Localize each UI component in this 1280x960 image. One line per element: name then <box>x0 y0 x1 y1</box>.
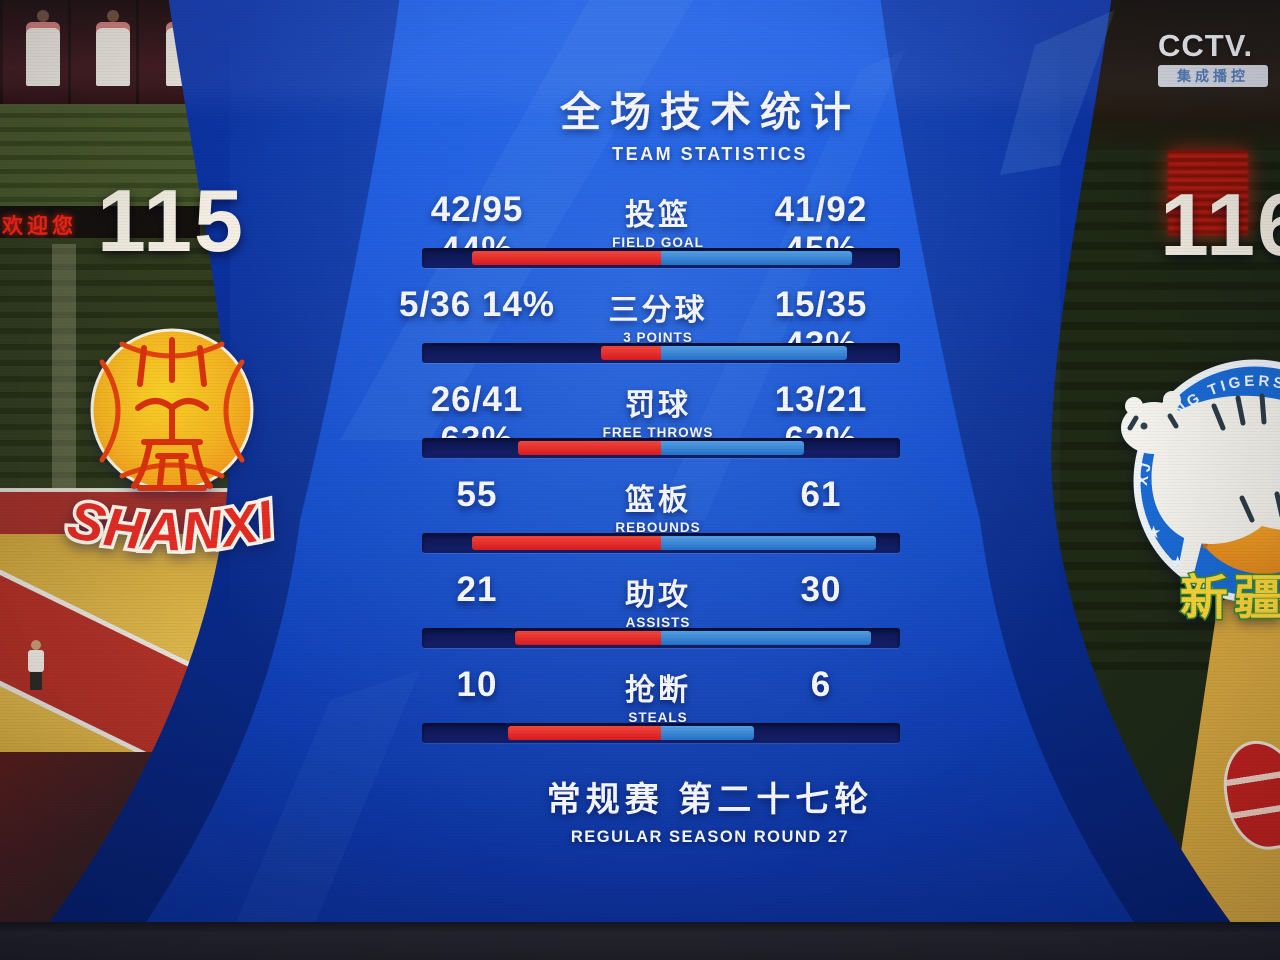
player-figure <box>26 640 46 690</box>
stat-label: 抢断 STEALS <box>558 665 758 725</box>
away-stat-bar <box>661 441 805 455</box>
stat-label-zh: 篮板 <box>625 484 691 517</box>
stat-label: 投篮 FIELD GOAL <box>558 190 758 250</box>
stat-bar-track <box>422 248 900 268</box>
stat-label-en: ASSISTS <box>625 615 691 630</box>
stat-row: 26/41 63% 罚球 FREE THROWS 13/21 62% <box>400 380 912 475</box>
channel-logo: CCTV. 集成播控 <box>1158 28 1280 87</box>
home-stat-bar <box>472 536 661 550</box>
cctv-subtext-box: 集成播控 <box>1158 65 1268 87</box>
light-streak <box>1000 10 1115 175</box>
stat-bar-track <box>422 438 900 458</box>
svg-text:★: ★ <box>1200 573 1215 592</box>
stat-label-en: 3 POINTS <box>623 330 693 345</box>
stat-row: 5/36 14% 三分球 3 POINTS 15/35 43% <box>399 285 912 380</box>
away-stat-bar <box>661 726 755 740</box>
stat-row: 21 助攻 ASSISTS 30 <box>400 570 912 665</box>
light-streak <box>220 670 420 960</box>
stat-label-zh: 投篮 <box>625 199 691 232</box>
away-stat-value: 6 <box>810 665 832 704</box>
home-stat-bar <box>472 251 661 265</box>
stat-row: 55 篮板 REBOUNDS 61 <box>400 475 912 570</box>
away-score: 116 <box>1160 175 1280 274</box>
stat-bar-track <box>422 343 900 363</box>
stat-label-zh: 罚球 <box>625 389 691 422</box>
away-stat-bar <box>661 631 872 645</box>
home-stat-value: 21 <box>456 570 498 609</box>
svg-text:★: ★ <box>1146 523 1161 542</box>
stat-label-zh: 助攻 <box>625 579 691 612</box>
white-tiger <box>1121 391 1280 577</box>
home-stat-value: 55 <box>456 475 498 514</box>
home-stat-value: 5/36 14% <box>399 285 555 324</box>
stat-row: 42/95 44% 投篮 FIELD GOAL 41/92 45% <box>400 190 912 285</box>
stat-label-en: FREE THROWS <box>602 425 714 440</box>
stats-title-en: TEAM STATISTICS <box>612 144 808 164</box>
arena-led-right <box>1168 150 1248 235</box>
arena-aisle <box>52 244 76 494</box>
away-stat-bar <box>661 251 853 265</box>
light-streak <box>340 0 694 440</box>
home-stat-bar <box>515 631 661 645</box>
stat-label: 罚球 FREE THROWS <box>558 380 758 440</box>
stat-row: 10 抢断 STEALS 6 <box>400 665 912 760</box>
light-streak <box>655 50 905 520</box>
logo-stars: ★ ★ ★ <box>1146 523 1215 592</box>
home-score: 115 <box>97 171 245 270</box>
stat-label: 篮板 REBOUNDS <box>558 475 758 535</box>
stats-title-zh: 全场技术统计 <box>560 89 860 135</box>
stat-label-en: REBOUNDS <box>615 520 701 535</box>
stat-label-zh: 抢断 <box>625 674 691 707</box>
arena-led-board: 欢迎您 <box>0 206 200 238</box>
shanxi-wordmark: SHANXI <box>63 489 282 562</box>
cctv-wordmark: CCTV. <box>1158 28 1254 63</box>
away-stat-bar <box>661 536 877 550</box>
shanxi-face-mark <box>131 337 213 491</box>
shanxi-team-logo: SHANXI <box>59 328 283 566</box>
stat-label-en: FIELD GOAL <box>612 235 704 250</box>
svg-text:★: ★ <box>1170 553 1185 572</box>
away-stat-value: 61 <box>800 475 842 514</box>
stat-label: 三分球 3 POINTS <box>558 285 758 345</box>
round-info-en: REGULAR SEASON ROUND 27 <box>570 828 850 846</box>
stat-bar-track <box>422 723 900 743</box>
team-statistics-rows: 42/95 44% 投篮 FIELD GOAL 41/92 45% 5/36 1… <box>399 190 912 765</box>
stat-label-en: STEALS <box>628 710 688 725</box>
stat-label: 助攻 ASSISTS <box>558 570 758 630</box>
home-stat-bar <box>508 726 661 740</box>
away-stat-bar <box>661 346 848 360</box>
round-info-zh: 常规赛 第二十七轮 <box>546 781 874 819</box>
home-stat-bar <box>601 346 661 360</box>
tigers-team-logo: XJ FLYING TIGERS ★★★ 新疆 <box>1121 359 1280 627</box>
screen-bezel <box>0 922 1280 960</box>
stat-label-zh: 三分球 <box>608 294 708 327</box>
stat-bar-track <box>422 533 900 553</box>
stats-title-block: 全场技术统计 TEAM STATISTICS <box>430 78 990 165</box>
tigers-name-zh: 新疆 <box>1180 572 1280 625</box>
stat-bar-track <box>422 628 900 648</box>
home-stat-bar <box>517 441 661 455</box>
arena-led-text: 欢迎您 <box>2 215 77 238</box>
round-info-block: 常规赛 第二十七轮 REGULAR SEASON ROUND 27 <box>430 772 990 847</box>
panel-glow <box>230 0 1060 960</box>
cctv-subtext: 集成播控 <box>1177 68 1249 84</box>
home-stat-value: 10 <box>456 665 498 704</box>
away-stat-value: 30 <box>800 570 842 609</box>
